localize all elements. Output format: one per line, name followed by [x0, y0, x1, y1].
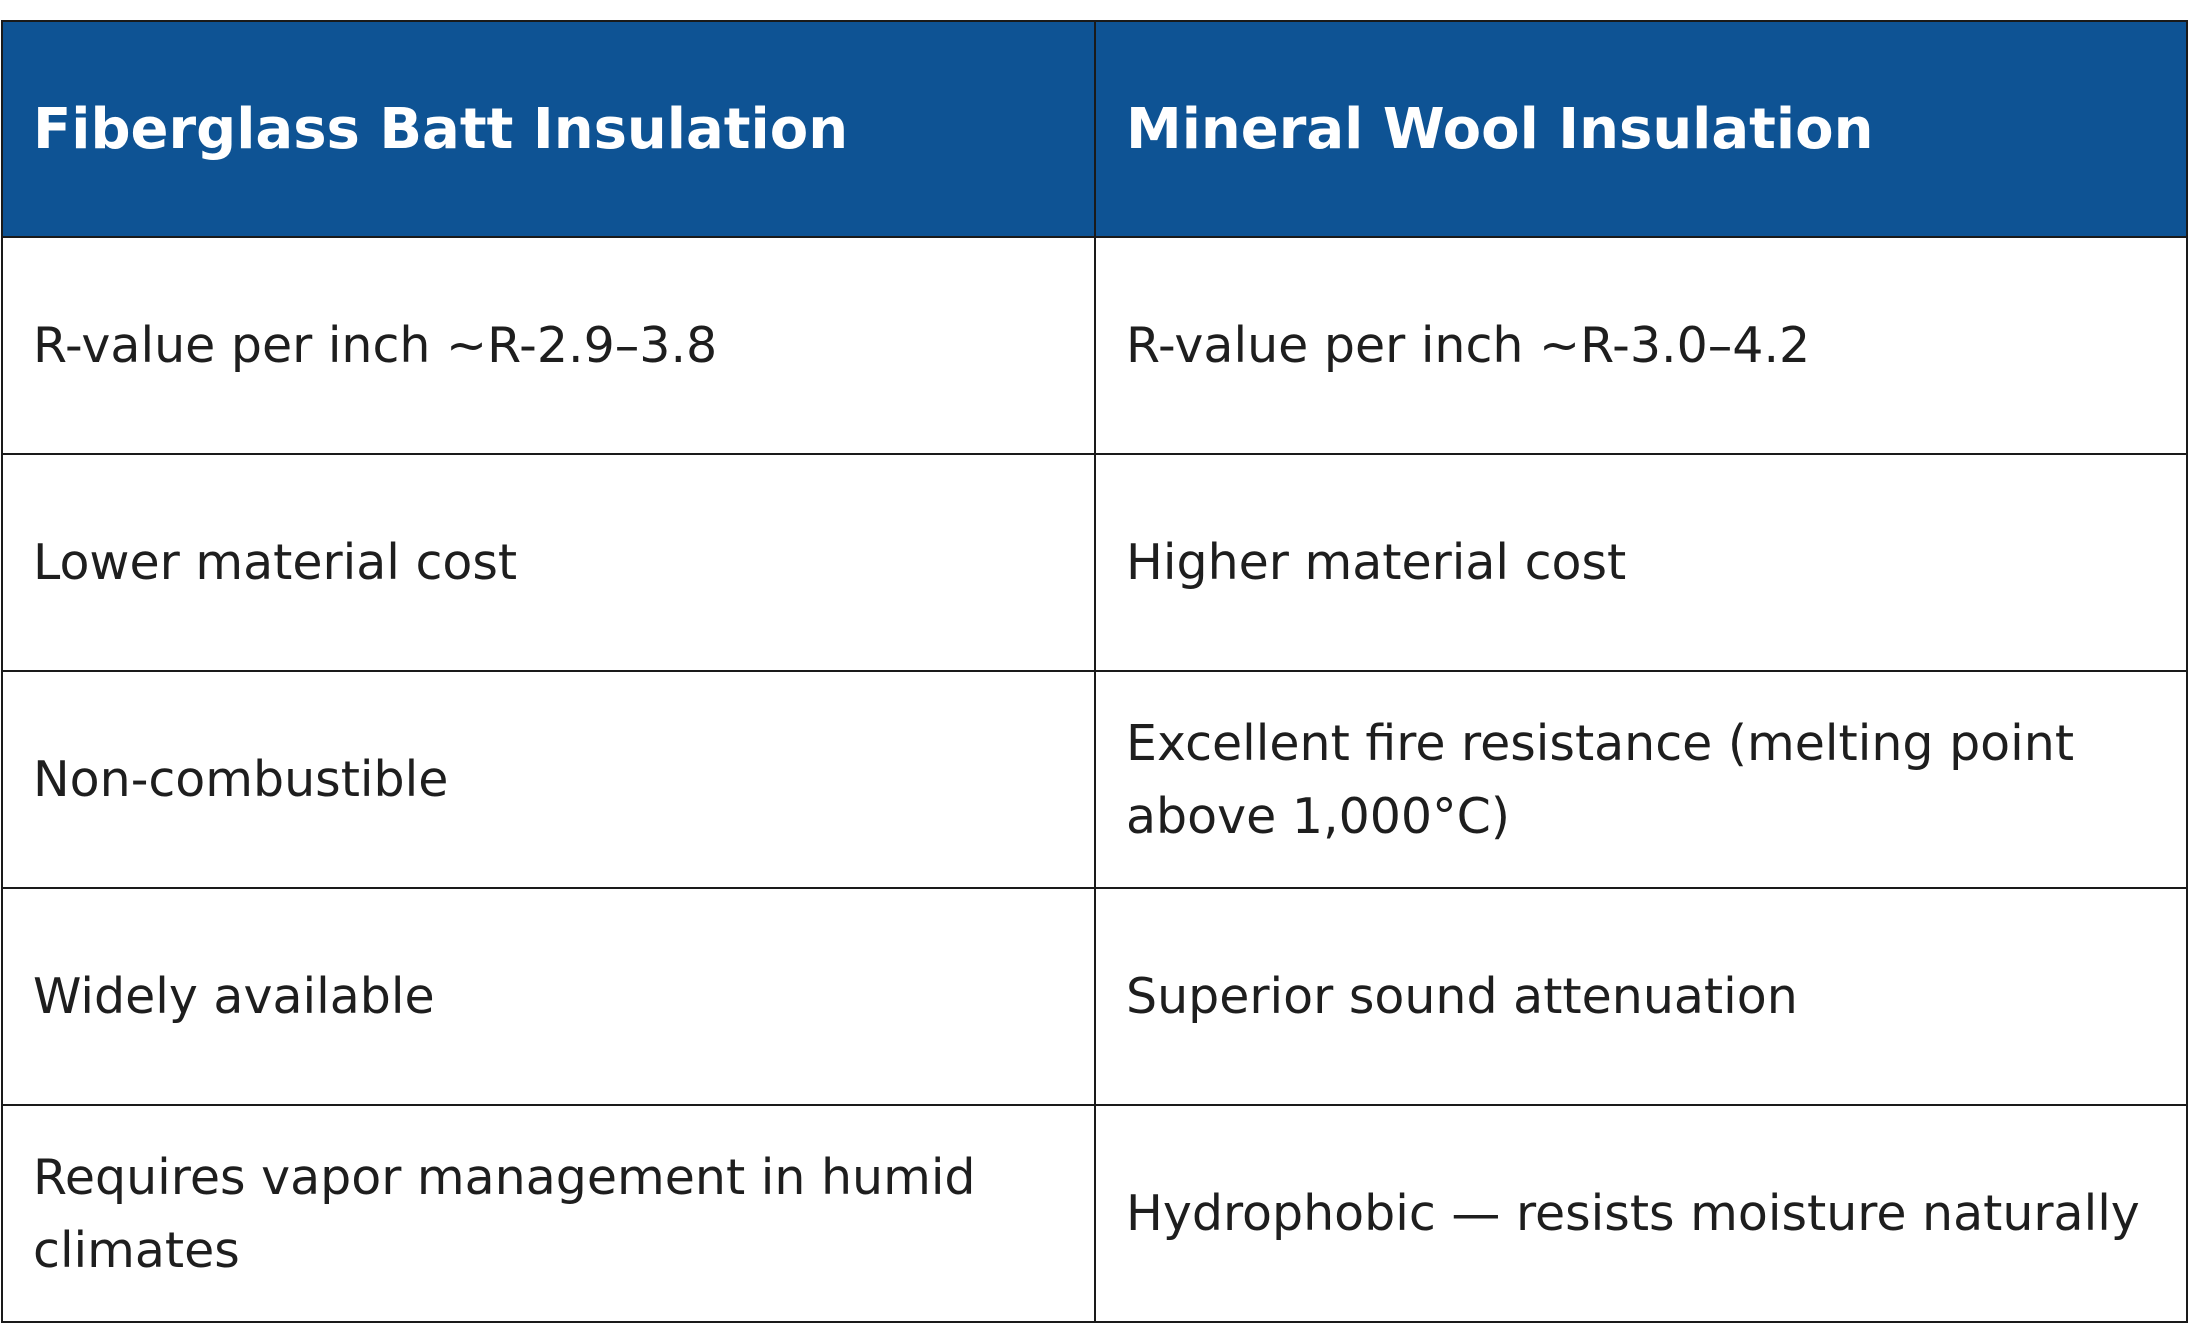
table-row: R-value per inch ~R-2.9–3.8 R-value per i… [1, 236, 2188, 455]
table-row: Widely available Superior sound attenuati… [1, 887, 2188, 1106]
table-cell: R-value per inch ~R-2.9–3.8 [1, 236, 1096, 455]
table-body: R-value per inch ~R-2.9–3.8 R-value per i… [1, 236, 2188, 1323]
table-row: Lower material cost Higher material cost [1, 453, 2188, 672]
header-cell: Fiberglass Batt Insulation [1, 20, 1096, 238]
table-cell: Requires vapor management in humid clima… [1, 1104, 1096, 1323]
table-cell: Hydrophobic — resists moisture naturally [1094, 1104, 2188, 1323]
comparison-table: Fiberglass Batt Insulation Mineral Wool I… [1, 20, 2188, 1323]
table-cell: Widely available [1, 887, 1096, 1106]
table-row: Requires vapor management in humid clima… [1, 1104, 2188, 1323]
table-cell: Lower material cost [1, 453, 1096, 672]
table-cell: Excellent fire resistance (melting point… [1094, 670, 2188, 889]
table-cell: Higher material cost [1094, 453, 2188, 672]
header-cell: Mineral Wool Insulation [1094, 20, 2188, 238]
table-cell: Superior sound attenuation [1094, 887, 2188, 1106]
table-row: Non-combustible Excellent fire resistance… [1, 670, 2188, 889]
table-cell: Non-combustible [1, 670, 1096, 889]
table-cell: R-value per inch ~R-3.0–4.2 [1094, 236, 2188, 455]
header-row: Fiberglass Batt Insulation Mineral Wool I… [1, 20, 2188, 238]
